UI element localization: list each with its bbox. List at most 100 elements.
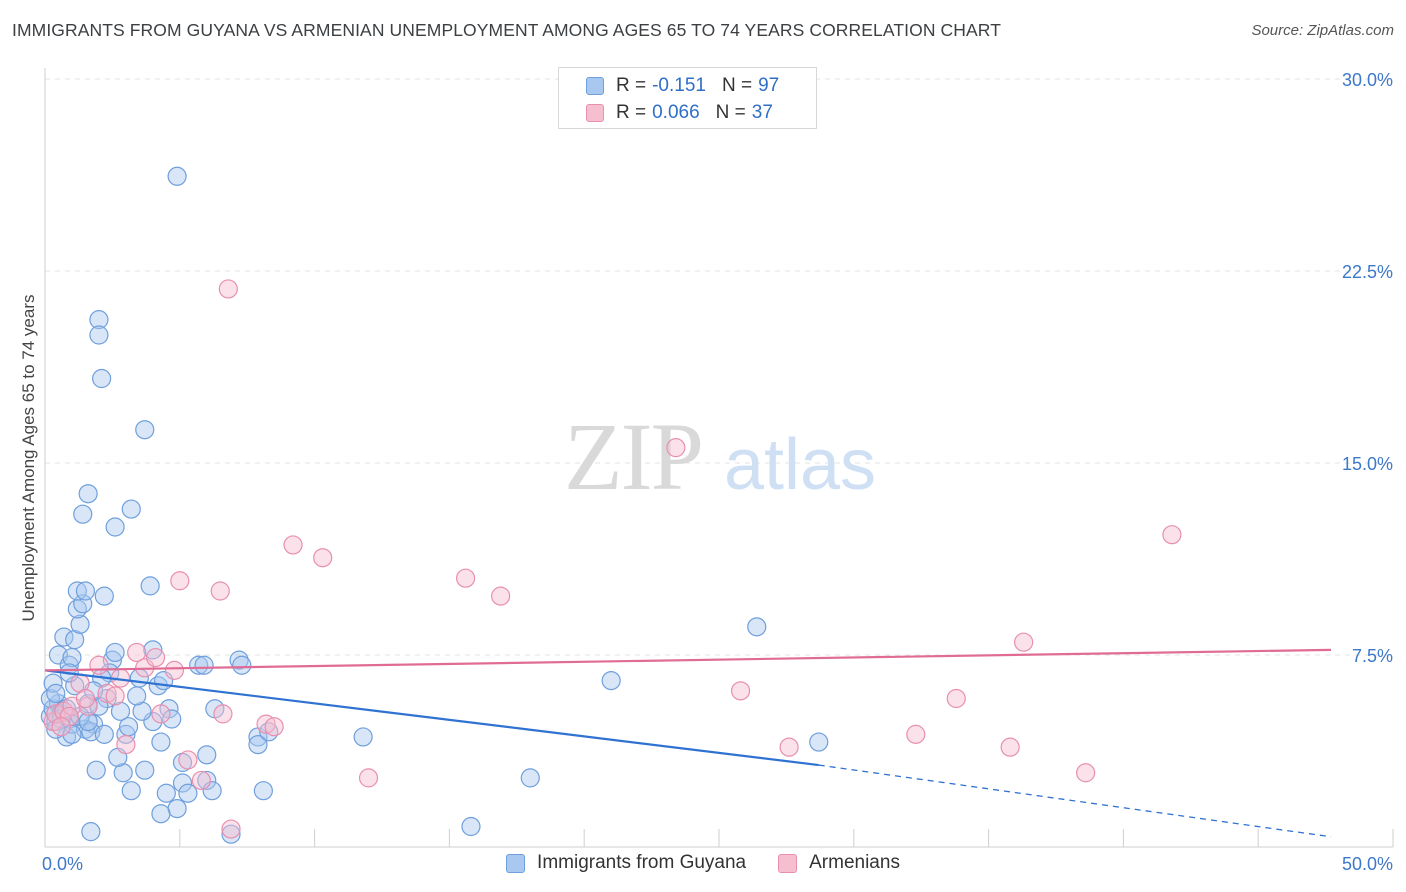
guyana-point [105,642,125,663]
y-tick-label: 15.0% [1342,454,1393,474]
guyana-point [135,420,155,440]
guyana-point [110,701,131,721]
guyana-point [189,655,209,675]
series-armenian-points [43,279,1182,839]
tick-labels: 7.5% 15.0% 22.5% 30.0% 0.0% 50.0% [42,70,1393,874]
armenian-point [151,704,171,724]
bottom-legend-guyana: Immigrants from Guyana [506,852,746,874]
armenian-point [210,581,230,601]
legend-r-label: R = [616,102,647,123]
bottom-legend-label-guyana: Immigrants from Guyana [537,852,747,873]
legend-row-armenian: R = 0.066 N = 37 [586,101,773,125]
watermark-zip: ZIP [564,403,702,510]
guyana-point [116,724,136,744]
armenian-point [218,279,238,299]
guyana-point [127,686,147,706]
bottom-legend-armenian: Armenians [778,852,900,874]
guyana-point [747,617,767,637]
guyana-point [221,824,241,844]
guyana-point [89,310,109,330]
bottom-legend-swatch-armenian [778,853,798,873]
guyana-point [197,770,217,791]
legend-swatch-guyana [586,77,604,95]
guyana-point [70,614,90,634]
guyana-point [229,650,249,670]
armenian-point [78,696,98,716]
guyana-point [94,586,114,606]
guyana-trend-extension [818,764,1332,838]
armenian-point [51,717,71,737]
series-guyana-points [40,166,829,844]
y-tick-label: 22.5% [1342,262,1393,282]
armenian-point [1076,763,1096,783]
armenian-point [75,688,96,709]
armenian-point [264,717,284,737]
armenian-point [666,438,686,458]
guyana-point [65,676,85,696]
legend-r-label: R = [616,75,647,96]
legend-n-label: N = [721,75,753,96]
guyana-point [105,517,125,537]
guyana-point [40,688,60,709]
guyana-point [162,709,182,729]
guyana-point [172,773,193,793]
armenian-point [116,734,136,755]
guyana-point [232,655,252,675]
guyana-point [601,670,621,691]
guyana-point [86,760,106,780]
trend-lines [44,648,1332,838]
watermark-atlas: atlas [724,425,876,505]
guyana-point [78,484,98,504]
legend-n-label: N = [715,102,746,123]
guyana-point [132,701,152,721]
guyana-point [253,781,273,801]
armenian-point [105,686,125,706]
armenian-point [221,819,241,839]
source-label: Source: ZipAtlas.com [1251,22,1394,39]
y-tick-label: 30.0% [1342,70,1393,90]
guyana-point [75,581,96,601]
legend-n-value: 37 [751,102,773,123]
guyana-point [809,732,829,752]
guyana-point [259,722,279,742]
guyana-point [118,717,139,737]
guyana-point [353,727,373,747]
armenian-point [59,706,79,727]
guyana-point [248,734,268,755]
y-axis-title: Unemployment Among Ages 65 to 74 years [19,294,38,622]
x-tick-label: 0.0% [42,854,83,874]
y-tick-label: 7.5% [1352,646,1393,666]
armenian-point [170,571,190,591]
guyana-point [65,630,85,650]
armenian-point [946,688,966,709]
armenian-point [127,642,147,663]
legend-r-value: 0.066 [652,102,700,123]
legend-swatch-armenian [586,104,604,122]
legend-r-value: -0.151 [652,75,706,96]
legend: R = -0.151 N = 97 R = 0.066 N = 37 [558,67,817,129]
legend-row-guyana: R = -0.151 N = 97 [586,74,779,98]
armenian-point [779,737,799,757]
guyana-point [113,763,133,783]
guyana-point [67,581,87,601]
guyana-point [94,724,114,744]
grid-lines [45,78,1393,656]
guyana-point [167,166,187,186]
bottom-legend-swatch-guyana [506,853,526,873]
guyana-point [121,781,141,801]
armenian-point [178,750,198,770]
armenian-point [283,535,303,555]
guyana-point [73,504,93,524]
guyana-point [151,732,171,752]
armenian-point [906,724,926,744]
guyana-point [461,816,481,837]
axes [44,68,1394,848]
guyana-point [135,760,155,780]
armenian-point [455,568,476,588]
guyana-point [89,325,109,345]
bottom-legend: Immigrants from Guyana Armenians [0,852,1406,874]
armenian-point [1000,737,1020,757]
armenian-point [164,660,185,680]
guyana-point [178,783,198,803]
